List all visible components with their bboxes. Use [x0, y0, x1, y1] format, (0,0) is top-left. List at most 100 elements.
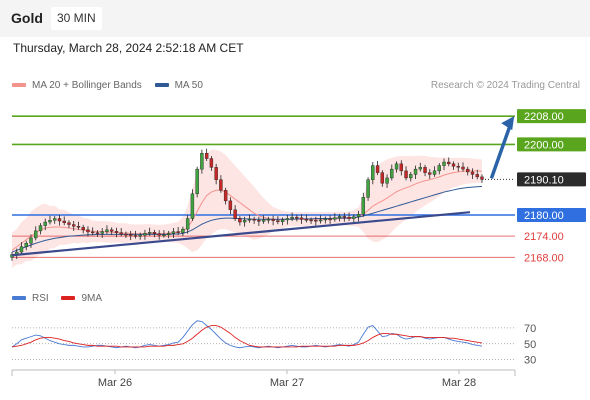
legend-item-ma50: MA 50	[154, 80, 203, 91]
ma20-line	[11, 170, 483, 251]
forecast-arrow-head	[501, 116, 515, 131]
candle	[299, 217, 304, 220]
candle	[62, 220, 66, 223]
rsi-tick-label: 70	[524, 323, 536, 335]
candle	[480, 176, 484, 180]
candle	[72, 224, 76, 227]
candle	[114, 231, 119, 233]
candle	[95, 232, 100, 234]
candle	[238, 218, 242, 223]
level-label-2208-00: 2208.00	[524, 111, 564, 123]
candle	[81, 227, 85, 231]
candle	[157, 233, 161, 236]
candle	[91, 231, 95, 234]
candle	[24, 243, 28, 247]
candle	[290, 216, 294, 219]
candle	[86, 229, 90, 233]
candle	[252, 219, 256, 221]
candle	[200, 153, 204, 170]
current-price-label: 2190.10	[524, 174, 564, 186]
candle	[128, 234, 133, 236]
candle	[385, 177, 389, 184]
candle	[166, 233, 171, 235]
candle	[195, 168, 199, 195]
candle	[257, 220, 261, 222]
candle	[371, 165, 375, 180]
candle	[43, 221, 47, 226]
main-legend: MA 20 + Bollinger Bands MA 50	[12, 80, 213, 91]
candle	[428, 172, 432, 175]
current-price-badge	[517, 172, 586, 187]
candle	[204, 153, 209, 159]
candle	[423, 167, 427, 173]
candle	[475, 174, 479, 178]
candle	[181, 228, 185, 233]
candle	[261, 219, 266, 222]
candle	[48, 220, 52, 223]
candle	[67, 222, 71, 225]
support-trendline	[11, 211, 471, 257]
candle	[442, 161, 446, 166]
candle	[451, 163, 456, 167]
timeframe-button[interactable]: 30 MIN	[51, 7, 102, 30]
candle	[352, 216, 356, 219]
candle	[124, 233, 128, 236]
candle	[223, 190, 228, 202]
candle	[280, 219, 285, 222]
candle	[337, 216, 342, 219]
candle	[295, 216, 299, 219]
candle	[57, 218, 62, 222]
x-tick-label: Mar 26	[98, 377, 132, 389]
candle	[29, 237, 33, 244]
candle	[394, 163, 399, 170]
candle	[380, 172, 385, 184]
x-tick-label: Mar 28	[442, 377, 476, 389]
candle	[152, 232, 157, 234]
candle	[38, 225, 43, 232]
candle	[109, 229, 114, 232]
candle	[447, 161, 451, 165]
legend-swatch-ma50	[154, 83, 169, 88]
level-badge-2180-00	[517, 208, 586, 222]
candle	[190, 193, 195, 219]
candle	[133, 235, 138, 237]
rsi-tick-label: 30	[524, 355, 536, 367]
candle	[328, 218, 332, 221]
candle	[437, 165, 441, 172]
symbol-title: Gold	[11, 10, 43, 26]
rsi-tick-label: 50	[524, 339, 536, 351]
candle	[318, 219, 323, 222]
candle	[53, 218, 57, 221]
forecast-arrow-shaft	[489, 124, 512, 179]
candle	[323, 218, 328, 221]
candle	[233, 209, 237, 219]
candle	[285, 218, 290, 221]
candle	[432, 170, 437, 175]
candle	[413, 168, 418, 175]
candle	[366, 179, 370, 198]
bollinger-band-area	[12, 149, 482, 268]
candle	[461, 166, 465, 170]
legend-label-rsi: RSI	[32, 293, 49, 304]
candle	[409, 174, 413, 179]
candle	[143, 233, 147, 236]
legend-label-ma50: MA 50	[174, 80, 203, 91]
candle	[105, 229, 109, 232]
candle	[466, 168, 470, 173]
candle	[361, 197, 366, 215]
candle	[456, 166, 460, 168]
candle	[342, 216, 347, 218]
candle	[333, 217, 337, 220]
candle	[147, 232, 152, 234]
candle	[214, 167, 218, 180]
candle	[404, 170, 408, 179]
candle	[138, 234, 142, 237]
legend-label-ma20: MA 20 + Bollinger Bands	[32, 80, 142, 91]
candle	[470, 171, 475, 175]
candle	[19, 246, 24, 253]
level-badge-2200-00	[517, 137, 586, 152]
legend-item-9ma: 9MA	[61, 293, 102, 304]
x-tick-label: Mar 27	[270, 377, 304, 389]
candle	[162, 234, 166, 236]
